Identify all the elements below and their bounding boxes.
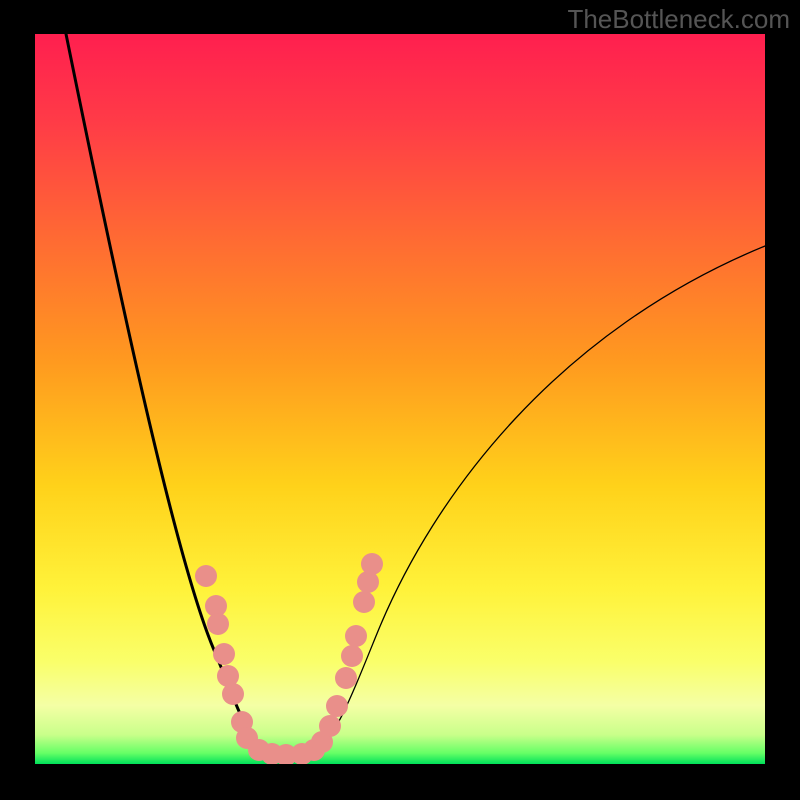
watermark-text: TheBottleneck.com	[567, 4, 790, 35]
marker-point	[335, 667, 357, 689]
marker-point	[345, 625, 367, 647]
marker-point	[319, 715, 341, 737]
marker-point	[195, 565, 217, 587]
marker-point	[353, 591, 375, 613]
marker-point	[213, 643, 235, 665]
marker-point	[326, 695, 348, 717]
marker-point	[361, 553, 383, 575]
marker-point	[207, 613, 229, 635]
marker-point	[222, 683, 244, 705]
bottleneck-chart	[0, 0, 800, 800]
chart-root: TheBottleneck.com	[0, 0, 800, 800]
marker-point	[341, 645, 363, 667]
